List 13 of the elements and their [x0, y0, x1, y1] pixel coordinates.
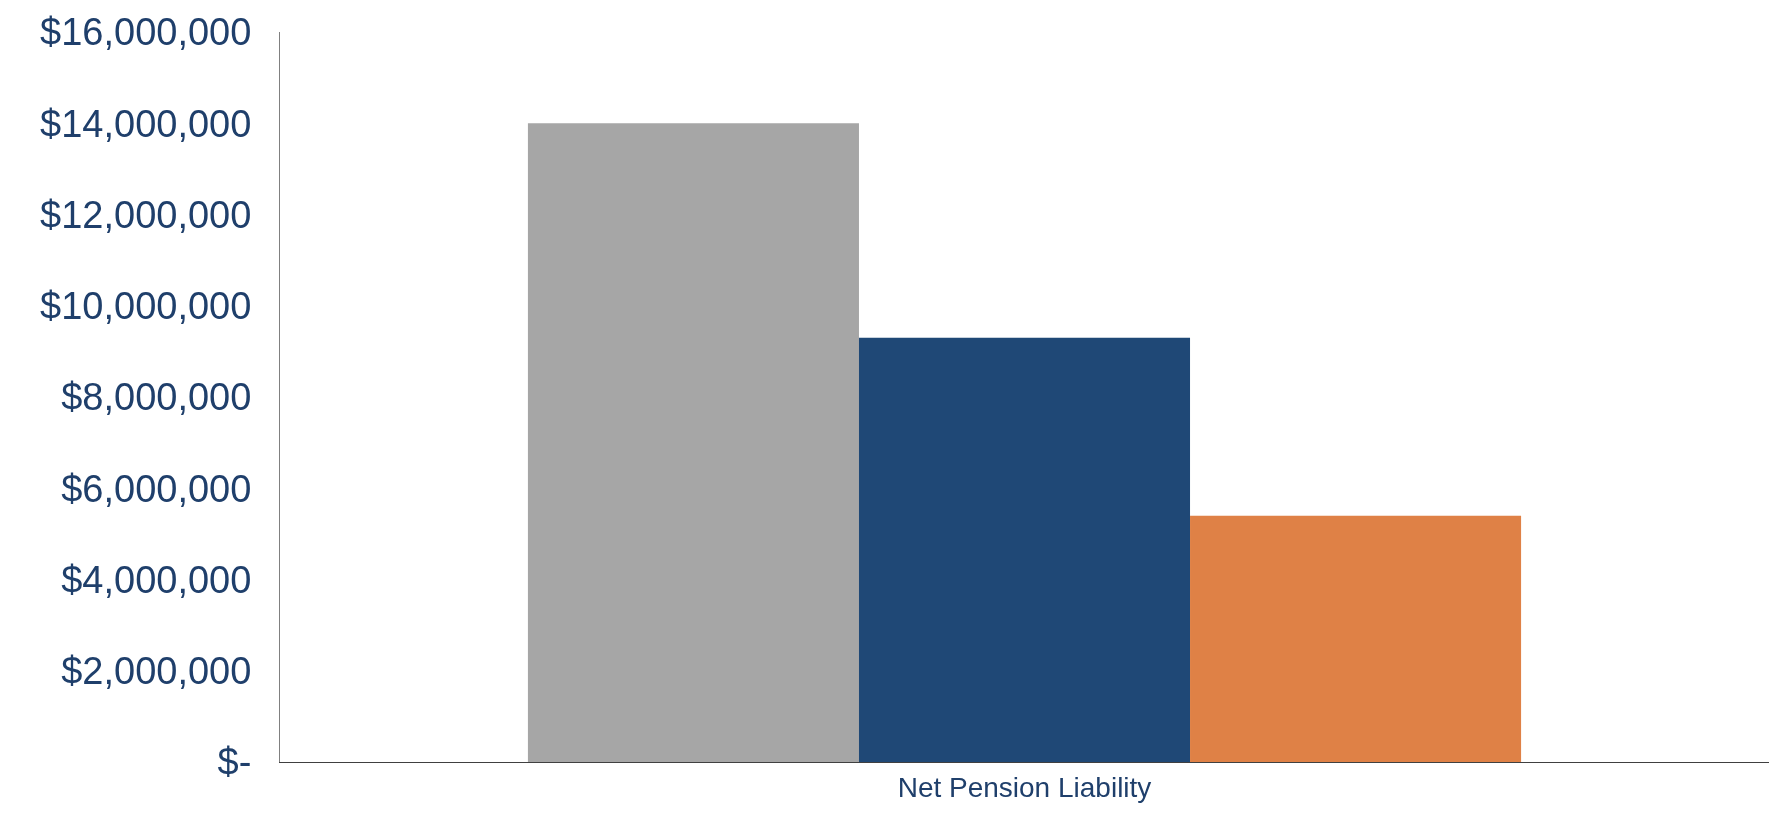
y-tick-label: $4,000,000	[61, 558, 252, 601]
y-tick-label: $16,000,000	[40, 11, 252, 54]
y-tick-label: $10,000,000	[40, 285, 252, 328]
bar	[858, 337, 1191, 762]
x-tick-label: Net Pension Liability	[897, 771, 1152, 803]
y-tick-label: $6,000,000	[61, 467, 252, 510]
y-tick-label: $14,000,000	[40, 102, 252, 145]
y-tick-label: $8,000,000	[61, 376, 252, 419]
bar	[1190, 515, 1522, 762]
y-tick-label: $2,000,000	[61, 650, 252, 693]
y-tick-label: $-	[217, 741, 252, 784]
y-tick-label: $12,000,000	[40, 193, 252, 236]
bar	[527, 123, 859, 762]
